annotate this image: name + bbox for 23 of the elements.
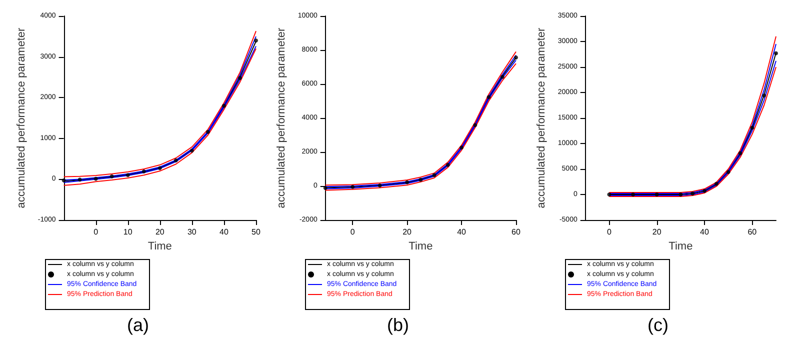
y-axis-title: accumulated performance parameter (276, 27, 288, 208)
y-axis-title: accumulated performance parameter (16, 27, 28, 208)
x-tick-label: 20 (652, 228, 662, 236)
text: (c) (648, 315, 669, 335)
x-tick-label: 20 (155, 228, 165, 236)
x-tick-label: 60 (512, 228, 521, 236)
text: (a) (127, 315, 149, 335)
x-axis-title: Time (668, 240, 693, 252)
x-axis-title: Time (408, 240, 433, 252)
x-tick-label: 30 (187, 228, 197, 236)
x-tick-label: 60 (748, 228, 758, 236)
x-tick-label: 20 (402, 228, 412, 236)
text: (b) (387, 315, 409, 335)
y-axis-title: accumulated performance parameter (536, 27, 548, 208)
x-tick-label: 0 (350, 228, 356, 236)
x-tick-label: 40 (700, 228, 710, 236)
x-tick-label: 0 (606, 228, 612, 236)
x-tick-label: 10 (123, 228, 133, 236)
x-tick-label: 50 (252, 228, 261, 236)
x-axis-title: Time (148, 240, 172, 252)
x-tick-label: 0 (94, 228, 99, 236)
x-tick-label: 40 (457, 228, 467, 236)
x-tick-label: 40 (220, 228, 229, 236)
